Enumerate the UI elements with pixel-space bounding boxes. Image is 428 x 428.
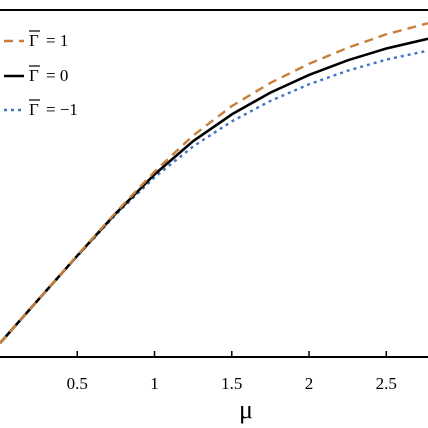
legend-label: = 1 bbox=[46, 31, 68, 50]
x-tick-label: 1 bbox=[150, 374, 159, 393]
legend-item-1: Γ = 0 bbox=[4, 65, 68, 85]
x-tick-label: 2.5 bbox=[376, 374, 397, 393]
x-tick-label: 2 bbox=[305, 374, 314, 393]
x-tick-label: 1.5 bbox=[221, 374, 242, 393]
legend-item-2: Γ = −1 bbox=[4, 99, 78, 119]
legend-label: = 0 bbox=[46, 66, 68, 85]
x-axis-ticks: 0.5 1 1.5 2 2.5 bbox=[67, 351, 397, 393]
x-axis-title: μ bbox=[239, 395, 253, 424]
series-line-2 bbox=[0, 49, 428, 344]
legend-symbol: Γ bbox=[29, 100, 39, 119]
series-lines bbox=[0, 22, 428, 344]
series-line-0 bbox=[0, 22, 428, 344]
legend-symbol: Γ bbox=[29, 31, 39, 50]
x-tick-label: 0.5 bbox=[67, 374, 88, 393]
legend-symbol: Γ bbox=[29, 66, 39, 85]
legend: Γ = 1 Γ = 0 Γ = −1 bbox=[4, 30, 78, 119]
plot-frame bbox=[0, 9, 428, 358]
legend-item-0: Γ = 1 bbox=[4, 30, 68, 50]
legend-label: = −1 bbox=[46, 100, 78, 119]
